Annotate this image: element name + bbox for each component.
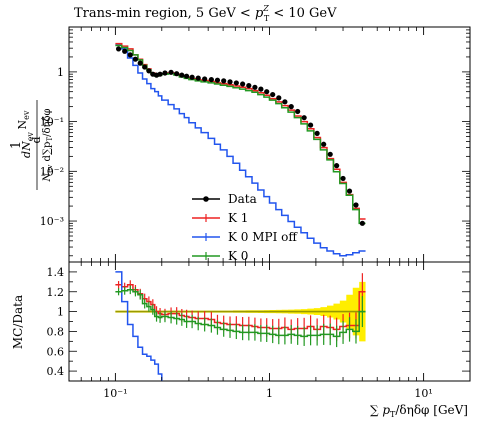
data-point [340, 175, 346, 182]
data-point [214, 77, 221, 83]
svg-text:Nev d∑pT/δηδφ: Nev d∑pT/δηδφ [42, 108, 54, 182]
data-point [208, 76, 214, 83]
data-point [142, 64, 148, 70]
data-point [195, 75, 201, 81]
legend-item-data: Data [192, 192, 257, 206]
data-point [115, 46, 122, 52]
main-plot-frame [68, 26, 471, 263]
ratio-series-k-0-mpi-off [115, 271, 163, 381]
ratio-y-axis-label: MC/Data [11, 295, 25, 349]
main-y-tick-label: 1 [57, 66, 64, 79]
ratio-series-k-0 [115, 289, 366, 338]
ratio-plot-area [115, 271, 366, 381]
data-point [127, 52, 133, 58]
data-point [137, 60, 143, 66]
data-point [353, 202, 359, 208]
legend-item-k-0-mpi-off: K 0 MPI off [192, 230, 298, 244]
svg-text:dNev: dNev [20, 132, 35, 158]
ratio-y-tick-label: 1.4 [47, 266, 65, 279]
data-point [146, 68, 152, 74]
data-point [240, 81, 246, 87]
x-tick-label: 10⁻¹ [103, 387, 127, 400]
axes: 10⁻¹ 1 10¹ 10⁻³ 10⁻² 10⁻¹ 1 0.4 0.6 0.8 1 1.2 1.4 [40, 26, 471, 400]
data-point [174, 71, 180, 77]
data-point [189, 74, 195, 80]
svg-text:1: 1 [9, 141, 24, 149]
data-point [227, 79, 233, 85]
data-point [157, 71, 163, 77]
data-point [184, 73, 190, 79]
data-point [258, 86, 264, 92]
ratio-y-tick-label: 1 [57, 306, 64, 319]
data-point [246, 83, 252, 89]
data-point [314, 130, 320, 136]
svg-text:Nev: Nev [16, 110, 31, 129]
ratio-y-tick-label: 1.2 [47, 286, 65, 299]
data-point [264, 89, 270, 95]
data-point [359, 220, 365, 226]
ratio-y-tick-label: 0.4 [47, 365, 65, 378]
data-point [233, 80, 239, 86]
ratio-plot-frame [68, 261, 471, 382]
legend-label: K 0 [228, 249, 248, 263]
data-point [270, 91, 276, 98]
legend-item-k-1: K 1 [192, 211, 248, 225]
data-point [252, 84, 258, 90]
data-point [276, 95, 282, 101]
main-series-k-0-mpi-off [115, 44, 366, 257]
data-point [288, 104, 294, 110]
chart-title: Trans-min region, 5 GeV < pZ T < 10 GeV [74, 4, 337, 23]
svg-text:d: d [30, 136, 43, 143]
legend-item-k-0: K 0 [192, 249, 248, 263]
data-point [282, 99, 288, 105]
data-point [346, 188, 353, 194]
main-y-tick-label: 10⁻² [40, 165, 64, 178]
x-axis-label: ∑ pT/δηδφ [GeV] [370, 403, 468, 419]
legend: Data K 1 K 0 MPI off K 0 [192, 192, 298, 263]
data-point [179, 72, 185, 78]
main-y-axis-label-text: dNev Nev d∑pT/δηδφ [20, 100, 54, 190]
data-point [321, 141, 327, 147]
data-point [162, 70, 168, 76]
main-y-tick-label: 10⁻¹ [40, 116, 64, 129]
main-y-axis-label: 1 [9, 141, 24, 149]
data-point [122, 48, 128, 54]
data-point [168, 69, 174, 75]
ratio-y-tick-label: 0.8 [47, 325, 65, 338]
legend-label: K 1 [228, 211, 248, 225]
data-point [301, 115, 307, 121]
legend-marker [203, 196, 209, 202]
legend-label: Data [228, 192, 257, 206]
data-point [327, 151, 333, 157]
data-point [132, 56, 139, 62]
x-tick-label: 10¹ [414, 387, 432, 400]
data-point [295, 108, 301, 115]
data-point [334, 163, 340, 169]
data-point [221, 78, 227, 84]
legend-label: K 0 MPI off [228, 230, 298, 244]
main-y-tick-label: 10⁻³ [40, 215, 64, 228]
data-point [307, 122, 314, 128]
ratio-y-tick-label: 0.6 [47, 345, 65, 358]
main-plot-area [115, 42, 366, 257]
data-point [202, 76, 208, 82]
x-tick-label: 1 [266, 387, 273, 400]
